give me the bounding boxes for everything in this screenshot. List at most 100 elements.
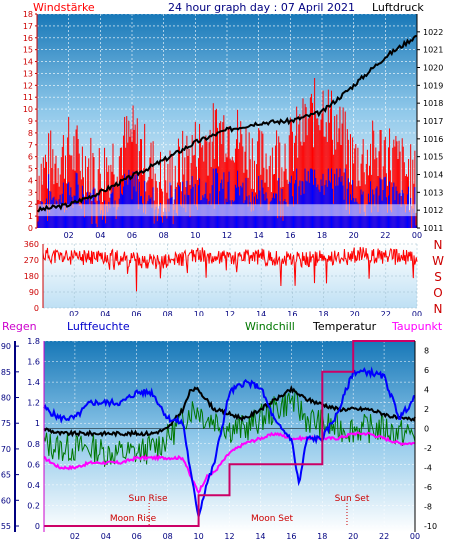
legend-taupunkt: Taupunkt [392, 320, 443, 333]
hour-tick-label: 14 [254, 231, 264, 240]
hour-tick-label: 16 [285, 231, 295, 240]
hour-tick-label: 16 [286, 532, 296, 541]
hour-tick-label: 14 [255, 532, 265, 541]
hour-tick-label: 12 [222, 231, 232, 240]
windchill-line [43, 390, 416, 467]
hour-tick-label: 18 [317, 532, 327, 541]
temperature-tick-label: -8 [424, 503, 432, 512]
temperature-tick-label: -4 [424, 464, 432, 473]
humidity-tick-label: 55 [1, 522, 11, 531]
temperature-tick-label: -2 [424, 444, 432, 453]
pressure-axis-title: Luftdruck [372, 1, 424, 14]
wind-tick-label: 11 [23, 93, 33, 102]
wind-tick-label: 7 [28, 141, 33, 150]
sun-rise-annotation: Sun Rise [129, 494, 168, 504]
rain-tick-label: 1.8 [27, 337, 40, 346]
temperature-tick-label: 8 [424, 347, 429, 356]
pressure-tick-label: 1017 [423, 117, 443, 126]
rain-tick-label: 0.2 [27, 501, 40, 510]
temperature-tick-label: -10 [424, 522, 437, 531]
hour-tick-label: 20 [350, 310, 360, 316]
direction-tick-label: 270 [24, 256, 39, 265]
humidity-tick-label: 75 [1, 419, 11, 428]
compass-label: O [433, 286, 442, 300]
pressure-tick-label: 1022 [423, 28, 443, 37]
legend-windchill: Windchill [245, 320, 295, 333]
hour-tick-label: 02 [69, 310, 79, 316]
hour-tick-label: 12 [225, 310, 235, 316]
hour-tick-label: 14 [256, 310, 266, 316]
pressure-tick-label: 1020 [423, 64, 443, 73]
wind-tick-label: 10 [23, 105, 33, 114]
rain-tick-label: 0.6 [27, 460, 40, 469]
direction-tick-label: 180 [24, 272, 39, 281]
direction-tick-label: 0 [34, 304, 39, 313]
temperature-tick-label: 4 [424, 386, 429, 395]
wind-tick-label: 1 [28, 212, 33, 221]
humidity-tick-label: 70 [1, 445, 11, 454]
pressure-tick-label: 1014 [423, 171, 443, 180]
pressure-tick-label: 1012 [423, 206, 443, 215]
hour-tick-label: 10 [194, 310, 204, 316]
hour-tick-label: 22 [380, 231, 390, 240]
hour-tick-label: 06 [127, 231, 137, 240]
rain-tick-label: 1.4 [27, 378, 40, 387]
wind-tick-label: 6 [28, 153, 33, 162]
pressure-tick-label: 1018 [423, 99, 443, 108]
humidity-tick-label: 60 [1, 496, 11, 505]
hour-tick-label: 08 [163, 532, 173, 541]
compass-label: N [434, 302, 443, 316]
wind-tick-label: 4 [28, 176, 33, 185]
hour-tick-label: 18 [317, 231, 327, 240]
rain-tick-label: 0.8 [27, 440, 40, 449]
hour-tick-label: 08 [159, 231, 169, 240]
hour-tick-label: 00 [412, 231, 422, 240]
wind-tick-label: 13 [23, 69, 33, 78]
compass-label: N [434, 238, 443, 252]
rain-line [44, 340, 415, 527]
pressure-tick-label: 1011 [423, 224, 443, 233]
wind-axis-title: Windstärke [33, 1, 95, 14]
rain-tick-label: 1.2 [27, 399, 40, 408]
rain-tick-label: 1.6 [27, 358, 40, 367]
wind-tick-label: 14 [23, 58, 33, 67]
hour-tick-label: 06 [131, 310, 141, 316]
direction-tick-label: 360 [24, 240, 39, 249]
wind-tick-label: 9 [28, 117, 33, 126]
pressure-tick-label: 1015 [423, 153, 443, 162]
chart-title: 24 hour graph day : 07 April 2021 [168, 1, 355, 14]
temperature-tick-label: 0 [424, 425, 429, 434]
direction-tick-label: 90 [29, 288, 39, 297]
legend-temperatur: Temperatur [313, 320, 377, 333]
hour-tick-label: 12 [224, 532, 234, 541]
humidity-tick-label: 80 [1, 394, 11, 403]
temperature-tick-label: -6 [424, 483, 432, 492]
hour-tick-label: 04 [100, 310, 110, 316]
hour-tick-label: 10 [193, 532, 203, 541]
wind-tick-label: 15 [23, 46, 33, 55]
rain-tick-label: 0.4 [27, 481, 40, 490]
hour-tick-label: 02 [70, 532, 80, 541]
humidity-tick-label: 65 [1, 471, 11, 480]
hour-tick-label: 02 [64, 231, 74, 240]
hour-tick-label: 00 [410, 532, 420, 541]
pressure-tick-label: 1019 [423, 81, 443, 90]
sun-set-annotation: Sun Set [335, 494, 370, 504]
hour-tick-label: 18 [318, 310, 328, 316]
temperature-tick-label: 6 [424, 366, 429, 375]
wind-tick-label: 17 [23, 22, 33, 31]
hour-tick-label: 04 [95, 231, 105, 240]
wind-band [37, 204, 417, 217]
compass-label: S [434, 270, 442, 284]
hour-tick-label: 20 [348, 532, 358, 541]
hour-tick-label: 10 [190, 231, 200, 240]
wind-tick-label: 2 [28, 200, 33, 209]
pressure-line [36, 35, 418, 213]
wind-tick-label: 12 [23, 81, 33, 90]
wind-direction-line [42, 246, 418, 292]
wind-tick-label: 3 [28, 188, 33, 197]
hour-tick-label: 06 [132, 532, 142, 541]
